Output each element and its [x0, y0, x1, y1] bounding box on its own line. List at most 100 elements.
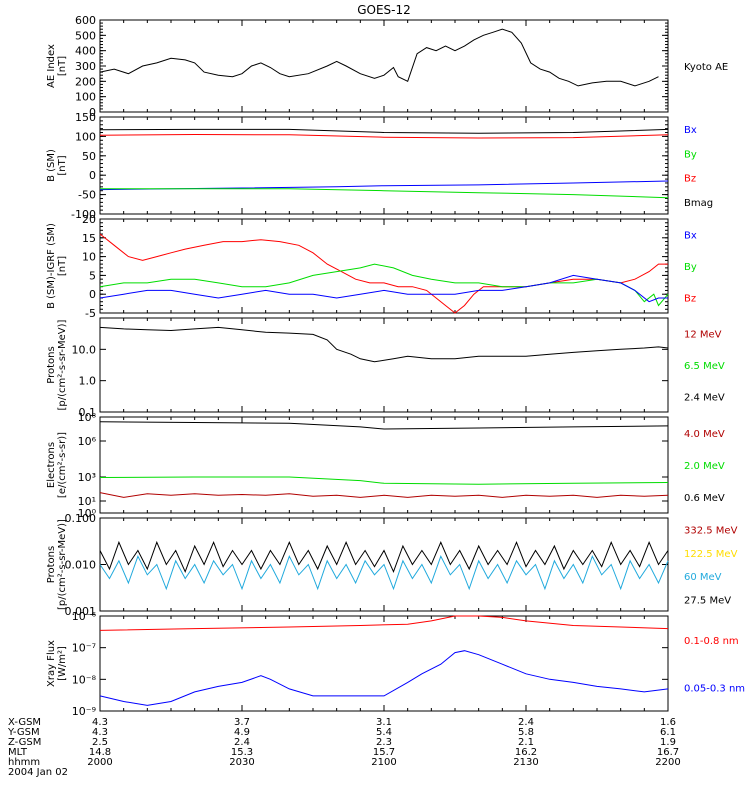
- footer-value: 15.7: [373, 747, 395, 758]
- footer-value: 1.6: [660, 717, 676, 728]
- footer-value: 2030: [229, 757, 254, 768]
- series-line-by: [100, 188, 669, 199]
- y-tick-label: 10⁻⁸: [72, 673, 97, 686]
- y-axis-label: AE Index: [46, 44, 57, 88]
- y-tick-label: 10: [82, 251, 96, 264]
- y-tick-label: 10⁻⁷: [72, 642, 96, 655]
- footer-value: 2.4: [518, 717, 534, 728]
- y-tick-label: 0.100: [65, 512, 97, 525]
- y-tick-label: 300: [75, 60, 96, 73]
- legend-item: Bz: [684, 293, 696, 304]
- y-tick-label: 400: [75, 45, 96, 58]
- footer-row-label: hhmm: [8, 757, 40, 768]
- legend-item: 4.0 MeV: [684, 429, 725, 440]
- footer-date: 2004 Jan 02: [8, 767, 68, 778]
- footer-value: 2130: [513, 757, 538, 768]
- series-line-bmag: [99, 128, 669, 134]
- y-axis-label: [nT]: [57, 56, 68, 76]
- y-tick-label: 0.1: [79, 406, 97, 419]
- legend-item: 0.05-0.3 nm: [684, 683, 745, 694]
- series-line-0-6-mev: [99, 421, 669, 430]
- legend-item: 0.6 MeV: [684, 493, 725, 504]
- y-tick-label: 200: [75, 75, 96, 88]
- legend-item: 2.0 MeV: [684, 461, 725, 472]
- series-line-bx: [99, 274, 668, 303]
- y-tick-label: 100: [75, 91, 96, 104]
- y-tick-label: 10⁻⁹: [72, 705, 96, 718]
- legend-item: By: [684, 262, 697, 273]
- panel-frame: [99, 19, 669, 113]
- y-tick-label: 600: [75, 14, 96, 27]
- footer-value: 4.3: [92, 727, 108, 738]
- legend-item: Kyoto AE: [684, 62, 728, 73]
- footer-value: 2.1: [518, 737, 534, 748]
- series-line-0-1-0-8-nm: [99, 615, 669, 631]
- panel-3: -5 0 5 10 15 20 B (SM)-IGRF (SM) [nT] Bx By Bz: [46, 213, 697, 320]
- y-axis-label: Electrons: [46, 442, 57, 488]
- footer-value: 2.3: [376, 737, 392, 748]
- series-line-27-5-mev: [99, 540, 669, 574]
- footer-value: 2.5: [92, 737, 108, 748]
- footer-value: 1.9: [660, 737, 676, 748]
- y-tick-label: -100: [71, 208, 96, 221]
- y-tick-label: 10⁰: [78, 507, 97, 520]
- series-line-4-0-mev: [99, 492, 669, 498]
- footer-value: 16.7: [657, 747, 679, 758]
- y-axis-label: Protons: [46, 546, 57, 583]
- y-tick-label: 10.0: [72, 343, 97, 356]
- footer-value: 3.1: [376, 717, 392, 728]
- footer-value: 4.9: [234, 727, 250, 738]
- footer-value: 2.4: [234, 737, 250, 748]
- footer-value: 16.2: [515, 747, 537, 758]
- legend-item: 332.5 MeV: [684, 526, 738, 537]
- legend-item: 2.4 MeV: [684, 392, 725, 403]
- y-tick-label: 0: [89, 106, 96, 119]
- panel-frame: [99, 615, 669, 712]
- y-axis-label: Xray Flux: [46, 640, 57, 687]
- y-axis-label: [p/(cm²-s-sr-MeV)]: [57, 519, 68, 610]
- footer-value: 6.1: [660, 727, 676, 738]
- chart-title: GOES-12: [357, 3, 411, 17]
- panel-frame: [99, 116, 669, 215]
- legend-item: 60 MeV: [684, 572, 722, 583]
- panel-2: -100 -50 0 50 100 150 B (SM) [nT] Bx By Bz Bmag: [46, 111, 713, 221]
- series-line-2-4-mev: [99, 326, 669, 363]
- y-tick-label: 1.0: [79, 375, 97, 388]
- legend-item: Bz: [684, 174, 696, 185]
- y-tick-label: -5: [85, 307, 96, 320]
- y-axis-label: B (SM): [46, 149, 57, 182]
- footer-table: X-GSM 4.3 3.7 3.1 2.4 1.6 Y-GSM 4.3 4.9 5.4 5.8 6.1…: [7, 717, 681, 778]
- y-tick-label: 100: [75, 130, 96, 143]
- panel-frame: [99, 317, 669, 413]
- footer-value: 2100: [371, 757, 396, 768]
- y-tick-label: -50: [78, 189, 96, 202]
- panel-6: 0.001 0.010 0.100 Protons [p/(cm²-s-sr-MeV)]…: [46, 512, 738, 618]
- legend-item: Bx: [684, 231, 697, 242]
- legend-item: 27.5 MeV: [684, 595, 731, 606]
- series-line-kyoto-ae: [99, 28, 659, 87]
- legend-item: 12 MeV: [684, 330, 722, 341]
- footer-value: 2200: [655, 757, 680, 768]
- series-line-60-mev: [99, 555, 669, 591]
- footer-value: 2000: [87, 757, 112, 768]
- series-line-bz: [99, 233, 668, 314]
- panel-7: 10⁻⁹ 10⁻⁸ 10⁻⁷ 10⁻⁶ Xray Flux [W/m²] 0.1-0.8 n…: [46, 610, 745, 718]
- footer-value: 5.8: [518, 727, 534, 738]
- y-tick-label: 10⁶: [78, 435, 97, 448]
- footer-value: 15.3: [231, 747, 253, 758]
- y-tick-label: 5: [89, 269, 96, 282]
- y-tick-label: 0.001: [65, 605, 97, 618]
- y-tick-label: 20: [82, 213, 96, 226]
- y-axis-label: [e/(cm²-s-sr)]: [57, 432, 68, 498]
- y-axis-label: [p/(cm²-s-sr-MeV)]: [57, 319, 68, 410]
- y-axis-label: [W/m²]: [57, 646, 68, 681]
- legend-item: 0.1-0.8 nm: [684, 636, 739, 647]
- series-line-2-0-mev: [99, 476, 669, 485]
- legend-item: 122.5 MeV: [684, 549, 738, 560]
- footer-value: 5.4: [376, 727, 392, 738]
- y-tick-label: 0: [89, 169, 96, 182]
- series-line-0-05-0-3-nm: [99, 650, 669, 706]
